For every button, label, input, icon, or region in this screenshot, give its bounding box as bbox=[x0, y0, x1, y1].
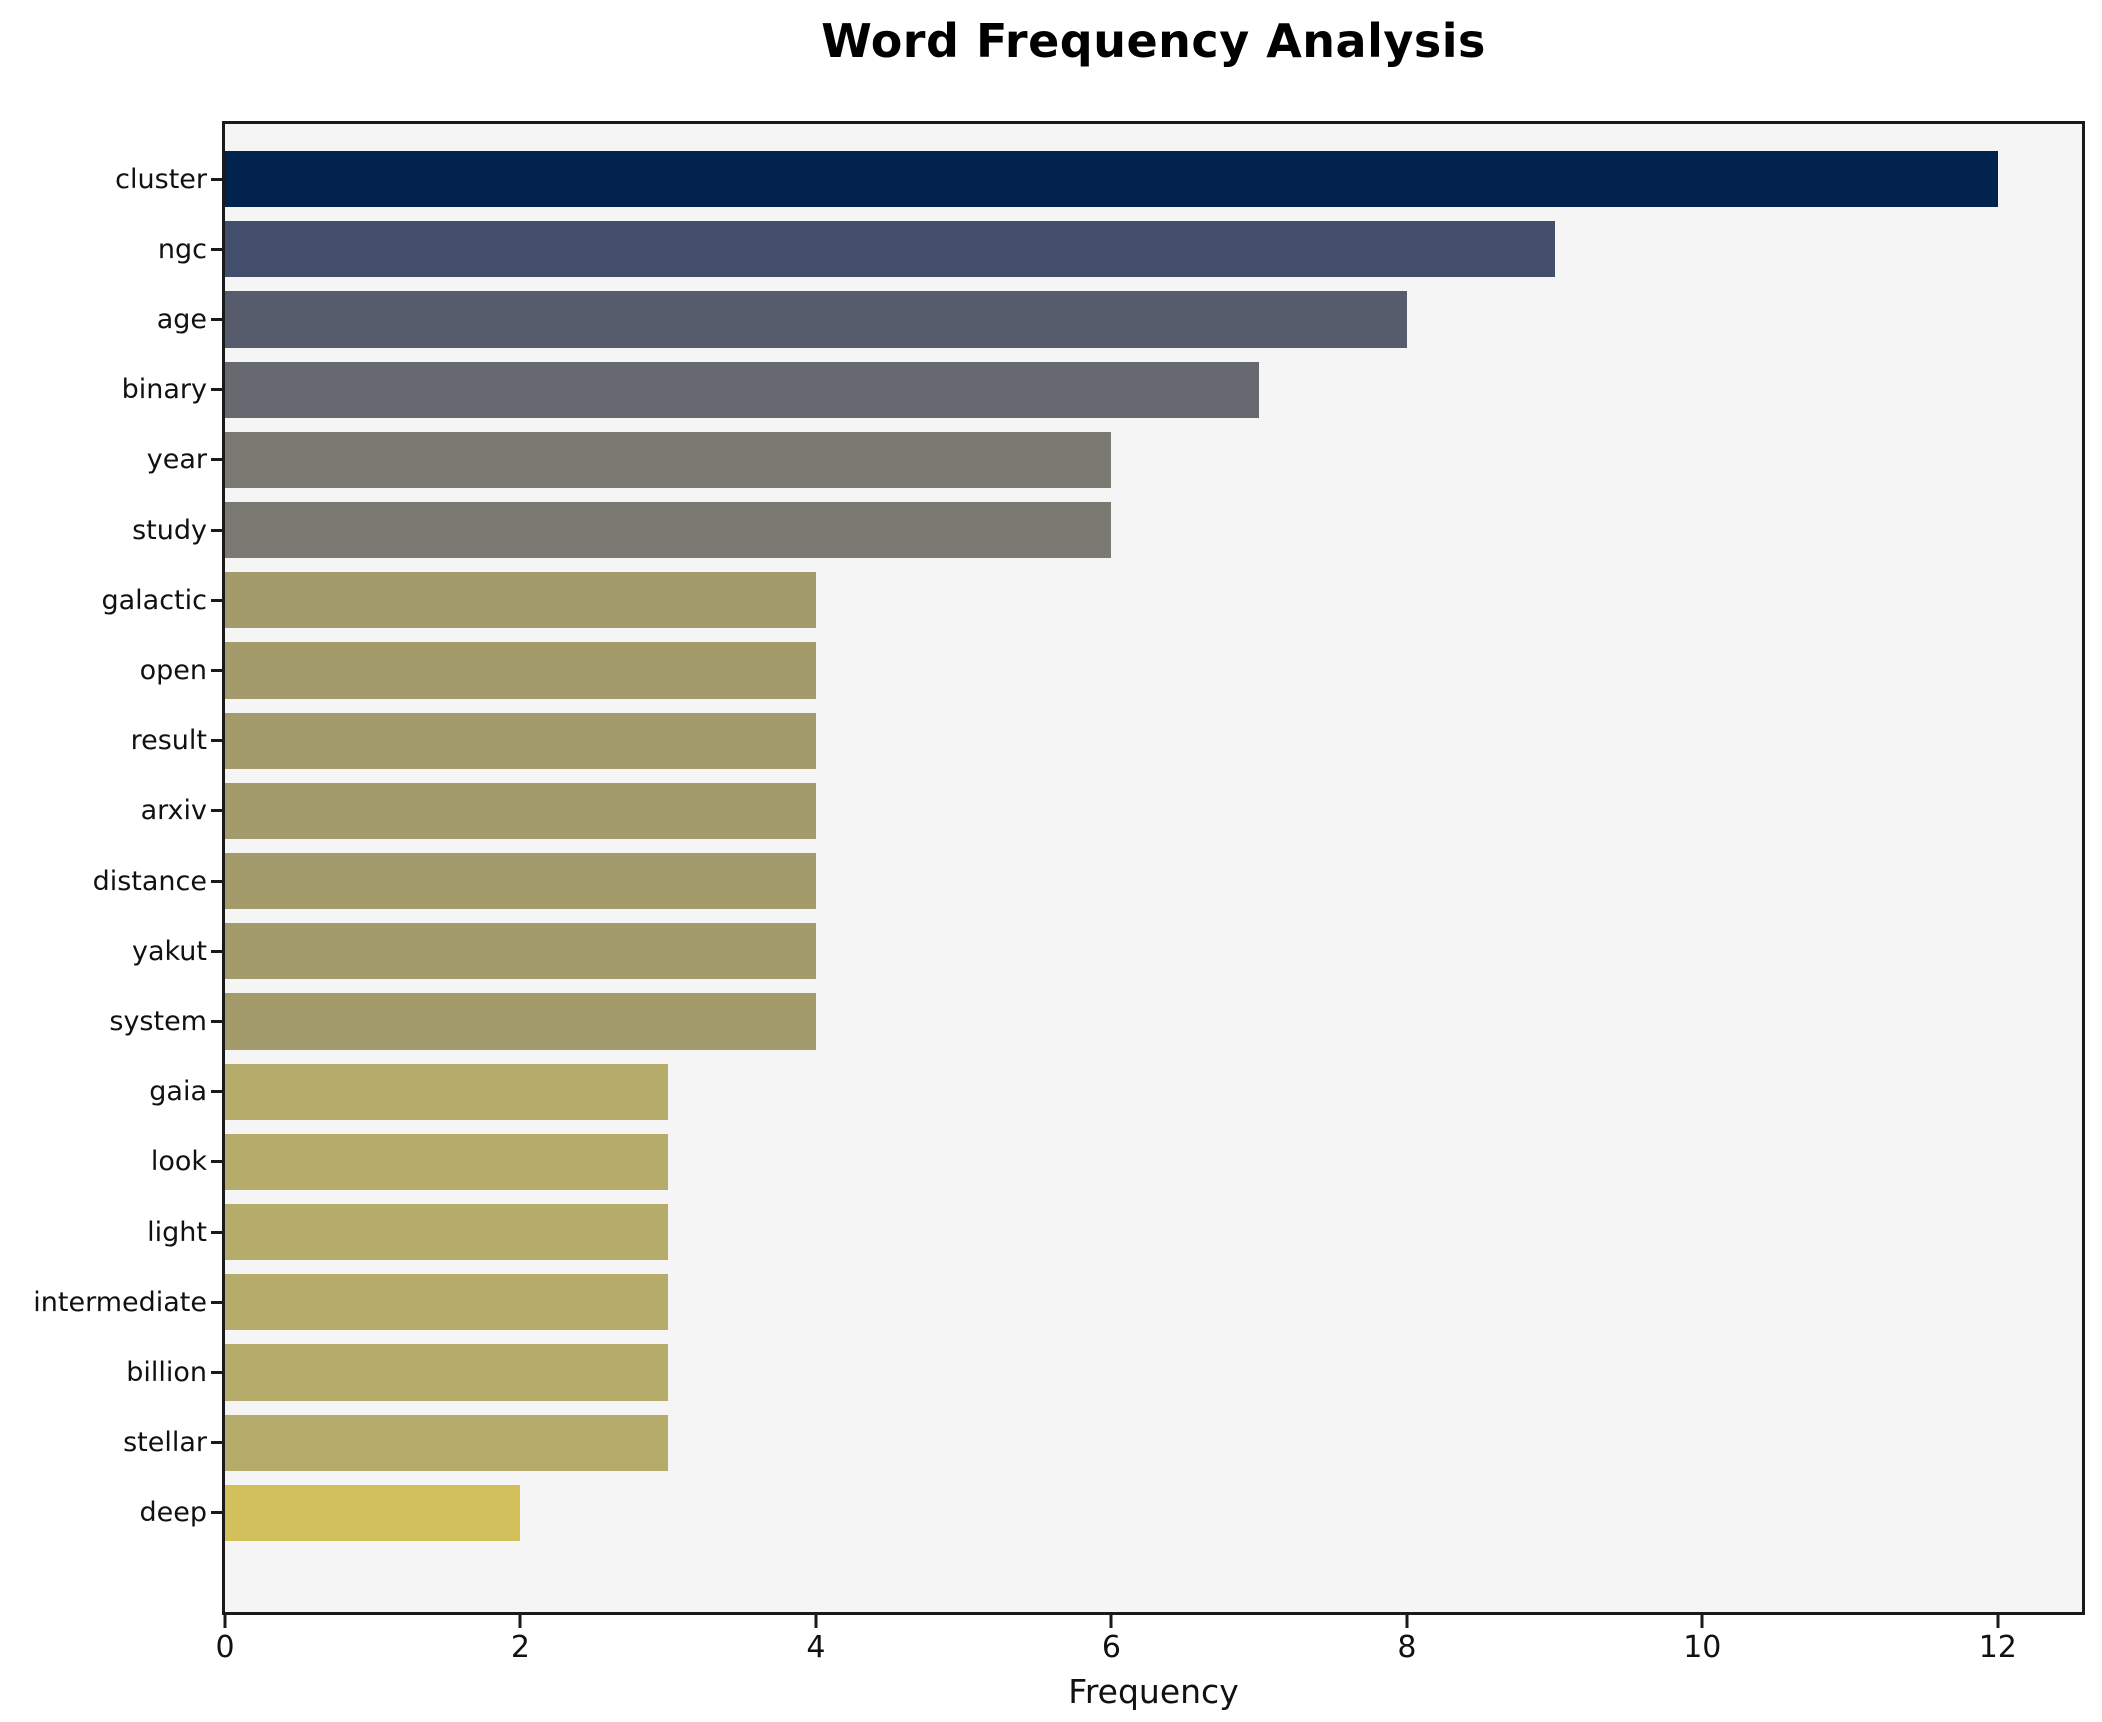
x-axis-label: Frequency bbox=[1068, 1672, 1239, 1711]
bar-row-system: system bbox=[109, 986, 2082, 1056]
y-tick bbox=[211, 598, 222, 602]
bar-row-light: light bbox=[147, 1197, 2082, 1267]
bar-row-cluster: cluster bbox=[115, 144, 2082, 214]
x-tick-label: 6 bbox=[1101, 1630, 1121, 1665]
y-tick bbox=[211, 177, 222, 181]
y-tick bbox=[211, 1230, 222, 1234]
y-tick-label: open bbox=[139, 655, 207, 687]
bar-row-ngc: ngc bbox=[158, 214, 2082, 284]
bar-row-stellar: stellar bbox=[123, 1408, 2082, 1478]
y-tick bbox=[211, 1371, 222, 1375]
bar-intermediate bbox=[225, 1274, 669, 1331]
x-tick-label: 4 bbox=[806, 1630, 826, 1665]
bar-yakut bbox=[225, 923, 816, 980]
plot-area: cluster ngc age binary year study galactic open… bbox=[33, 121, 2085, 1615]
y-tick-label: look bbox=[150, 1146, 207, 1178]
y-tick bbox=[211, 247, 222, 251]
y-tick-label: gaia bbox=[149, 1076, 207, 1108]
chart-title: Word Frequency Analysis bbox=[821, 14, 1486, 68]
y-tick bbox=[211, 879, 222, 883]
bar-row-gaia: gaia bbox=[149, 1057, 2082, 1127]
y-tick bbox=[211, 669, 222, 673]
y-tick-label: distance bbox=[92, 865, 207, 897]
y-tick-label: light bbox=[147, 1216, 207, 1248]
bar-binary bbox=[225, 361, 1260, 418]
x-tick-label: 8 bbox=[1397, 1630, 1417, 1665]
bar-ngc bbox=[225, 221, 1555, 278]
y-tick-label: year bbox=[146, 444, 207, 476]
x-tick bbox=[1996, 1615, 2000, 1628]
y-tick-label: billion bbox=[126, 1357, 207, 1389]
bar-row-open: open bbox=[140, 635, 2082, 705]
y-tick bbox=[211, 1511, 222, 1515]
y-tick bbox=[211, 1160, 222, 1164]
y-tick-label: cluster bbox=[115, 163, 207, 195]
bar-row-age: age bbox=[157, 284, 2082, 354]
bar-galactic bbox=[225, 572, 816, 629]
bar-row-result: result bbox=[131, 706, 2082, 776]
bar-open bbox=[225, 642, 816, 699]
y-tick-label: study bbox=[132, 514, 207, 546]
bar-age bbox=[225, 291, 1407, 348]
bar-look bbox=[225, 1133, 669, 1191]
bar-row-deep: deep bbox=[140, 1478, 2082, 1548]
bar-light bbox=[225, 1204, 669, 1261]
bar-row-look: look bbox=[151, 1127, 2082, 1197]
x-tick-label: 0 bbox=[215, 1630, 235, 1665]
y-tick bbox=[211, 739, 222, 743]
x-tick bbox=[223, 1615, 227, 1628]
y-tick bbox=[211, 388, 222, 392]
y-tick-label: ngc bbox=[157, 233, 207, 265]
bar-row-galactic: galactic bbox=[101, 565, 2082, 635]
y-tick bbox=[211, 528, 222, 532]
y-tick-label: yakut bbox=[131, 935, 207, 967]
y-tick-label: stellar bbox=[123, 1427, 207, 1459]
bar-row-billion: billion bbox=[126, 1337, 2082, 1407]
x-tick bbox=[1109, 1615, 1113, 1628]
bar-result bbox=[225, 712, 816, 769]
y-tick bbox=[211, 1300, 222, 1304]
x-tick-label: 2 bbox=[510, 1630, 530, 1665]
y-tick bbox=[211, 458, 222, 462]
y-tick-label: result bbox=[130, 725, 207, 757]
bar-billion bbox=[225, 1344, 669, 1401]
bar-study bbox=[225, 502, 1112, 559]
x-tick-label: 12 bbox=[1978, 1630, 2017, 1665]
y-tick bbox=[211, 1020, 222, 1024]
bar-row-binary: binary bbox=[122, 355, 2082, 425]
y-tick-label: deep bbox=[139, 1497, 208, 1529]
x-tick bbox=[1700, 1615, 1704, 1628]
bar-row-study: study bbox=[132, 495, 2082, 565]
x-tick bbox=[1405, 1615, 1409, 1628]
y-tick bbox=[211, 949, 222, 953]
y-tick-label: system bbox=[109, 1006, 207, 1038]
y-tick-label: age bbox=[156, 304, 207, 335]
y-tick-label: galactic bbox=[101, 584, 207, 616]
bar-row-arxiv: arxiv bbox=[141, 776, 2082, 846]
y-tick-label: binary bbox=[121, 374, 207, 406]
bar-row-year: year bbox=[147, 425, 2082, 495]
bar-year bbox=[225, 431, 1112, 488]
x-tick bbox=[518, 1615, 522, 1628]
x-tick-label: 10 bbox=[1683, 1630, 1722, 1665]
x-tick bbox=[814, 1615, 818, 1628]
y-tick bbox=[211, 1090, 222, 1094]
y-tick-label: intermediate bbox=[33, 1286, 207, 1318]
y-tick bbox=[211, 318, 222, 321]
bars-container: cluster ngc age binary year study galactic open… bbox=[33, 124, 2082, 1612]
bar-row-distance: distance bbox=[93, 846, 2082, 916]
y-tick bbox=[211, 1441, 222, 1445]
y-tick bbox=[211, 809, 222, 813]
bar-stellar bbox=[225, 1414, 669, 1471]
bar-row-intermediate: intermediate bbox=[33, 1267, 2082, 1337]
bar-system bbox=[225, 993, 816, 1050]
bar-arxiv bbox=[225, 782, 816, 839]
bar-cluster bbox=[225, 151, 1998, 208]
bar-deep bbox=[225, 1484, 521, 1542]
bar-distance bbox=[225, 853, 816, 910]
bar-row-yakut: yakut bbox=[132, 916, 2082, 986]
bar-gaia bbox=[225, 1063, 669, 1120]
y-tick-label: arxiv bbox=[140, 795, 207, 827]
